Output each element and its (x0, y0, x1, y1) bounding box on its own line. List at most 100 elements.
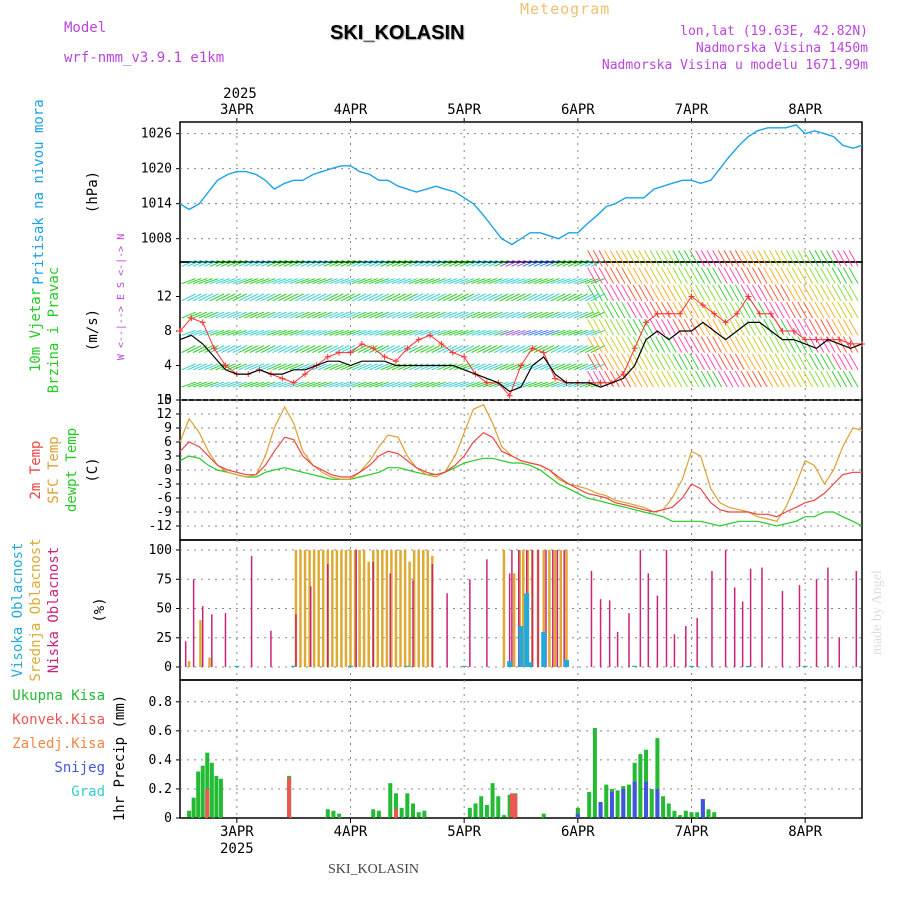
wind-barb (425, 381, 441, 388)
wind-barb (808, 370, 819, 388)
wind-barb (820, 284, 831, 302)
total-precip-bar (196, 771, 201, 818)
wind-barb (289, 345, 304, 354)
wind-barb (573, 363, 589, 371)
wind-barb (528, 278, 543, 285)
wind-barb (643, 370, 654, 388)
wind-barb (471, 381, 486, 388)
wind-barb (615, 250, 626, 267)
low-cloud-bar (599, 599, 602, 667)
wind-barb (666, 353, 677, 371)
wind-barb (505, 259, 520, 267)
wind-barb (181, 259, 196, 267)
wind-barb (300, 329, 316, 336)
wind-barb (420, 278, 435, 285)
wind-barb (386, 311, 401, 319)
wind-barb (249, 345, 265, 354)
wind-barb (516, 381, 532, 388)
wind-barb (408, 311, 424, 319)
wind-barb (545, 363, 560, 371)
snow-precip-bar (609, 791, 614, 818)
wind-barb (598, 336, 609, 353)
wind-barb (300, 278, 316, 285)
top-day-label: 7APR (675, 102, 709, 118)
wind-barb (425, 311, 441, 319)
wind-barb (397, 259, 412, 267)
wind-barb (797, 250, 808, 267)
wind-barb (471, 329, 486, 336)
wind-barb (437, 311, 452, 319)
wind-barb (661, 319, 671, 336)
wind-barb (706, 267, 717, 284)
y-tick-label: 0.4 (149, 753, 173, 768)
wind-barb (643, 250, 654, 267)
wind-barb (477, 363, 492, 371)
wind-barb (746, 267, 757, 284)
y-tick-label: 15 (156, 393, 172, 408)
wind-barb (232, 329, 248, 336)
wind-barb (831, 353, 842, 371)
wind-barb (683, 370, 694, 388)
wind-barb (712, 250, 723, 267)
wind-barb (238, 345, 253, 354)
wind-barb (672, 267, 683, 284)
wind-barb (655, 370, 666, 388)
wind-barb (562, 293, 577, 302)
gust-marker (336, 349, 343, 356)
wind-barb (232, 363, 248, 371)
wind-barb (655, 267, 666, 284)
low-cloud-bar (192, 579, 195, 667)
wind-barb (482, 278, 498, 285)
low-cloud-bar (327, 564, 329, 667)
wind-barb (352, 259, 367, 267)
wind-barb (587, 267, 598, 284)
wind-barb (848, 353, 859, 371)
wind-barb (689, 370, 700, 388)
wind-barb (757, 284, 768, 302)
panel-frame-5 (179, 679, 863, 819)
wind-barb (397, 278, 412, 285)
gust-marker (699, 302, 706, 309)
wind-barb (729, 370, 740, 388)
wind-barb (539, 311, 554, 319)
total-precip-bar (371, 809, 376, 818)
wind-barb (448, 259, 464, 267)
wind-barb (655, 319, 666, 336)
wind-barb (516, 259, 532, 267)
wind-barb (187, 278, 202, 285)
wind-barb (244, 259, 259, 267)
wind-barb (380, 311, 395, 319)
wind-barb (261, 259, 276, 267)
cloud-ylabel-mid: Srednja Oblacnost (28, 538, 44, 681)
wind-barb (545, 259, 560, 267)
wind-barb (300, 381, 316, 388)
mid-cloud-bar (408, 561, 411, 667)
wind-barb (638, 319, 649, 336)
total-precip-bar (689, 812, 694, 818)
wind-barb (425, 278, 441, 285)
y-tick-label: 4 (164, 359, 172, 374)
wind-barb (695, 336, 706, 353)
wind-barb (528, 311, 543, 319)
wind-barb (278, 363, 293, 371)
gust-marker (745, 293, 752, 300)
wind-barb (215, 311, 231, 319)
wind-barb (567, 311, 583, 319)
conv-precip-bar (393, 809, 398, 818)
mid-cloud-bar (381, 550, 384, 667)
wind-barb (397, 363, 412, 371)
wind-barb (695, 301, 706, 319)
wind-barb (482, 293, 498, 302)
low-cloud-bar (309, 586, 312, 667)
wind-barb (323, 381, 338, 388)
wind-barb (238, 311, 253, 319)
wind-barb (363, 311, 378, 319)
mid-cloud-bar (376, 550, 380, 667)
wind-ylabel-2: Brzina i Pravac (46, 267, 62, 393)
wind-barb (550, 345, 566, 354)
wind-barb (221, 259, 236, 267)
wind-barb (621, 267, 632, 284)
high-cloud-bar (563, 659, 569, 667)
wind-barb (471, 278, 486, 285)
temp-ylabel-sfc: SFC Temp (46, 436, 62, 503)
